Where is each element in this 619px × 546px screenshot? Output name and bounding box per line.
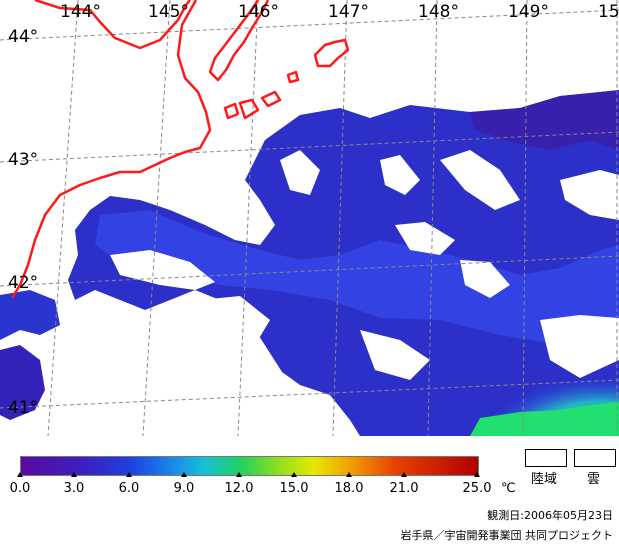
water-region-light-bands <box>95 210 619 345</box>
colorbar-tick-label: 21.0 <box>389 481 419 496</box>
colorbar-tick-label: 3.0 <box>63 481 85 496</box>
coastline-shiretoko <box>10 0 212 299</box>
coastline-hokkaido-east <box>34 0 191 50</box>
lon-label-149: 149° <box>508 2 549 22</box>
cloud-gap-10 <box>360 330 430 380</box>
meridian-148 <box>427 0 438 436</box>
land-legend-swatch <box>525 449 567 467</box>
sst-map: 144° 145° 146° 147° 148° 149° 15 44° 43°… <box>0 0 619 436</box>
lat-label-42: 42° <box>8 273 39 293</box>
meridian-146 <box>237 0 259 436</box>
temperature-unit: ℃ <box>501 481 516 496</box>
lon-label-147: 147° <box>328 2 369 22</box>
cloud-gap-5 <box>395 222 455 255</box>
colorbar-tick-label: 0.0 <box>9 481 31 496</box>
cloud-gap-2 <box>280 150 320 195</box>
cloud-gap-3 <box>380 155 420 195</box>
temperature-color-scale <box>20 456 479 476</box>
meridian-145 <box>142 0 171 436</box>
cloud-gap-9 <box>200 296 270 345</box>
cloud-legend-label: 雲 <box>587 472 601 487</box>
colorbar-tick-mark <box>474 472 480 477</box>
water-region-west <box>0 290 60 340</box>
parallel-44 <box>0 9 619 41</box>
lat-label-41: 41° <box>8 398 39 418</box>
coastline-kunashiri <box>208 0 270 82</box>
water-region-dark-north <box>470 90 619 150</box>
lon-label-145: 145° <box>148 2 189 22</box>
cloud-gap-4 <box>440 150 520 210</box>
meridian-149 <box>522 0 528 436</box>
parallel-42 <box>0 255 619 287</box>
coastline-islet-2 <box>260 90 282 108</box>
lat-label-43: 43° <box>8 150 39 170</box>
cloud-gap-1 <box>110 250 215 290</box>
observation-date: 観測日:2006年05月23日 <box>487 509 613 522</box>
colorbar-tick-label: 25.0 <box>462 481 492 496</box>
lat-lon-grid <box>0 0 619 436</box>
cloud-legend-swatch <box>574 449 616 467</box>
coastline-islet-1 <box>238 98 260 120</box>
colorbar-tick-mark <box>71 472 77 477</box>
warm-water-core <box>470 402 619 436</box>
lon-label-146: 146° <box>238 2 279 22</box>
colorbar-tick-label: 12.0 <box>224 481 254 496</box>
colorbar-tick-mark <box>126 472 132 477</box>
colorbar-tick-mark <box>401 472 407 477</box>
cloud-gap-6 <box>460 260 510 298</box>
colorbar-tick-mark <box>291 472 297 477</box>
meridian-144 <box>47 0 79 436</box>
colorbar-tick-label: 18.0 <box>334 481 364 496</box>
colorbar-tick-mark <box>181 472 187 477</box>
lon-label-144: 144° <box>60 2 101 22</box>
coastline-islet-3 <box>223 102 240 120</box>
coastline-shikotan <box>313 38 350 68</box>
parallel-43 <box>0 131 619 163</box>
colorbar-tick-mark <box>236 472 242 477</box>
cloud-gaps <box>110 150 619 380</box>
lon-label-148: 148° <box>418 2 459 22</box>
colorbar-tick-mark <box>17 472 23 477</box>
coastline-islet-4 <box>286 70 300 84</box>
colorbar-tick-label: 9.0 <box>173 481 195 496</box>
lon-label-150: 15 <box>598 2 619 22</box>
meridian-147 <box>332 0 348 436</box>
colorbar-tick-mark <box>346 472 352 477</box>
colorbar-tick-label: 15.0 <box>279 481 309 496</box>
colorbar-tick-label: 6.0 <box>118 481 140 496</box>
lat-label-44: 44° <box>8 27 39 47</box>
land-legend-label: 陸域 <box>531 472 558 487</box>
cloud-gap-7 <box>560 170 619 220</box>
cloud-gap-8 <box>540 315 619 378</box>
coastline <box>10 0 350 299</box>
credit-text: 岩手県／宇宙開発事業団 共同プロジェクト <box>400 529 614 542</box>
water-region-southwest <box>0 345 45 420</box>
sst-map-image <box>0 0 619 436</box>
parallel-41 <box>0 379 619 409</box>
